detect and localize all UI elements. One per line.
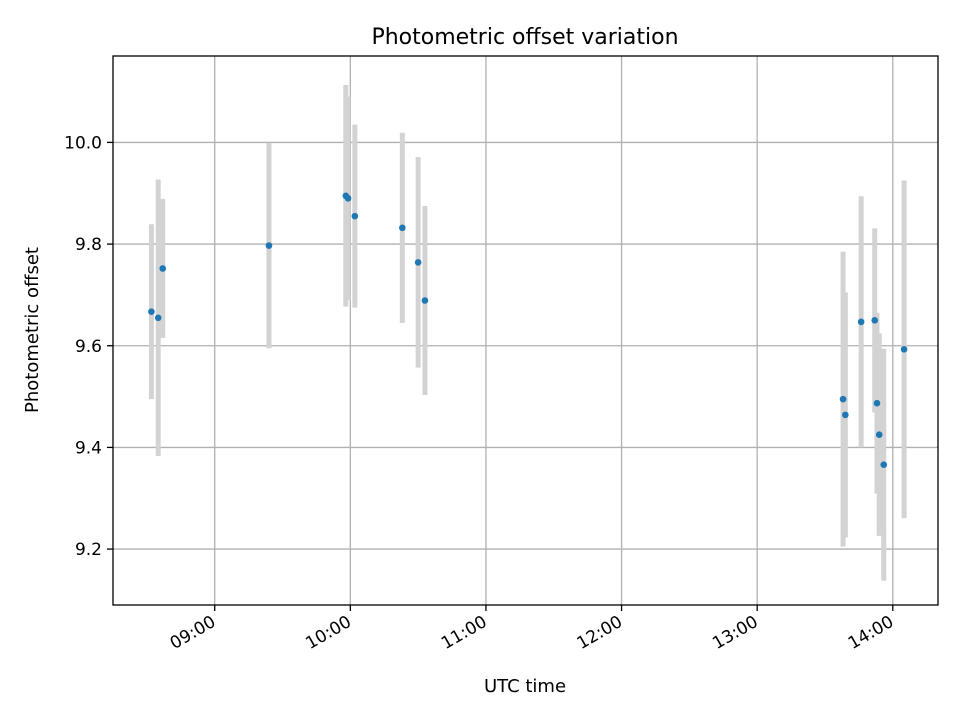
data-point: [839, 395, 847, 403]
x-tick-label: 12:00: [574, 612, 626, 654]
x-tick-label: 11:00: [438, 612, 490, 654]
data-point: [871, 317, 879, 324]
data-point: [875, 431, 883, 439]
data-point: [148, 308, 155, 315]
x-tick-label: 10:00: [302, 612, 354, 654]
data-point: [842, 411, 849, 419]
data-point: [880, 461, 888, 469]
data-point: [421, 297, 429, 304]
data-point: [399, 224, 406, 232]
x-axis-label: UTC time: [484, 676, 566, 697]
data-points: [148, 192, 908, 469]
data-point: [154, 314, 162, 322]
data-point: [414, 259, 422, 266]
x-tick-label: 14:00: [845, 612, 897, 654]
y-tick-label: 9.8: [75, 235, 102, 255]
chart-title: Photometric offset variation: [371, 25, 678, 50]
x-tick-label: 13:00: [709, 612, 761, 654]
plot-frame: [112, 55, 939, 606]
error-bars: [148, 84, 907, 581]
data-point: [873, 399, 881, 407]
y-tick-label: 10.0: [64, 133, 102, 153]
y-axis-label: Photometric offset: [22, 247, 43, 413]
data-point: [351, 212, 359, 220]
grid-lines: [113, 56, 938, 605]
axis-ticks: 09:00 10:00 11:00 12:00 13:00 14:00 9.2 9.4 9.6 9…: [64, 133, 897, 653]
y-tick-label: 9.6: [75, 337, 102, 357]
y-tick-label: 9.4: [75, 438, 102, 458]
data-point: [857, 318, 865, 326]
data-point: [159, 265, 167, 272]
data-point: [900, 346, 908, 353]
data-point: [265, 242, 273, 249]
y-tick-label: 9.2: [75, 540, 102, 560]
data-point: [344, 195, 352, 202]
x-tick-label: 09:00: [167, 612, 219, 654]
